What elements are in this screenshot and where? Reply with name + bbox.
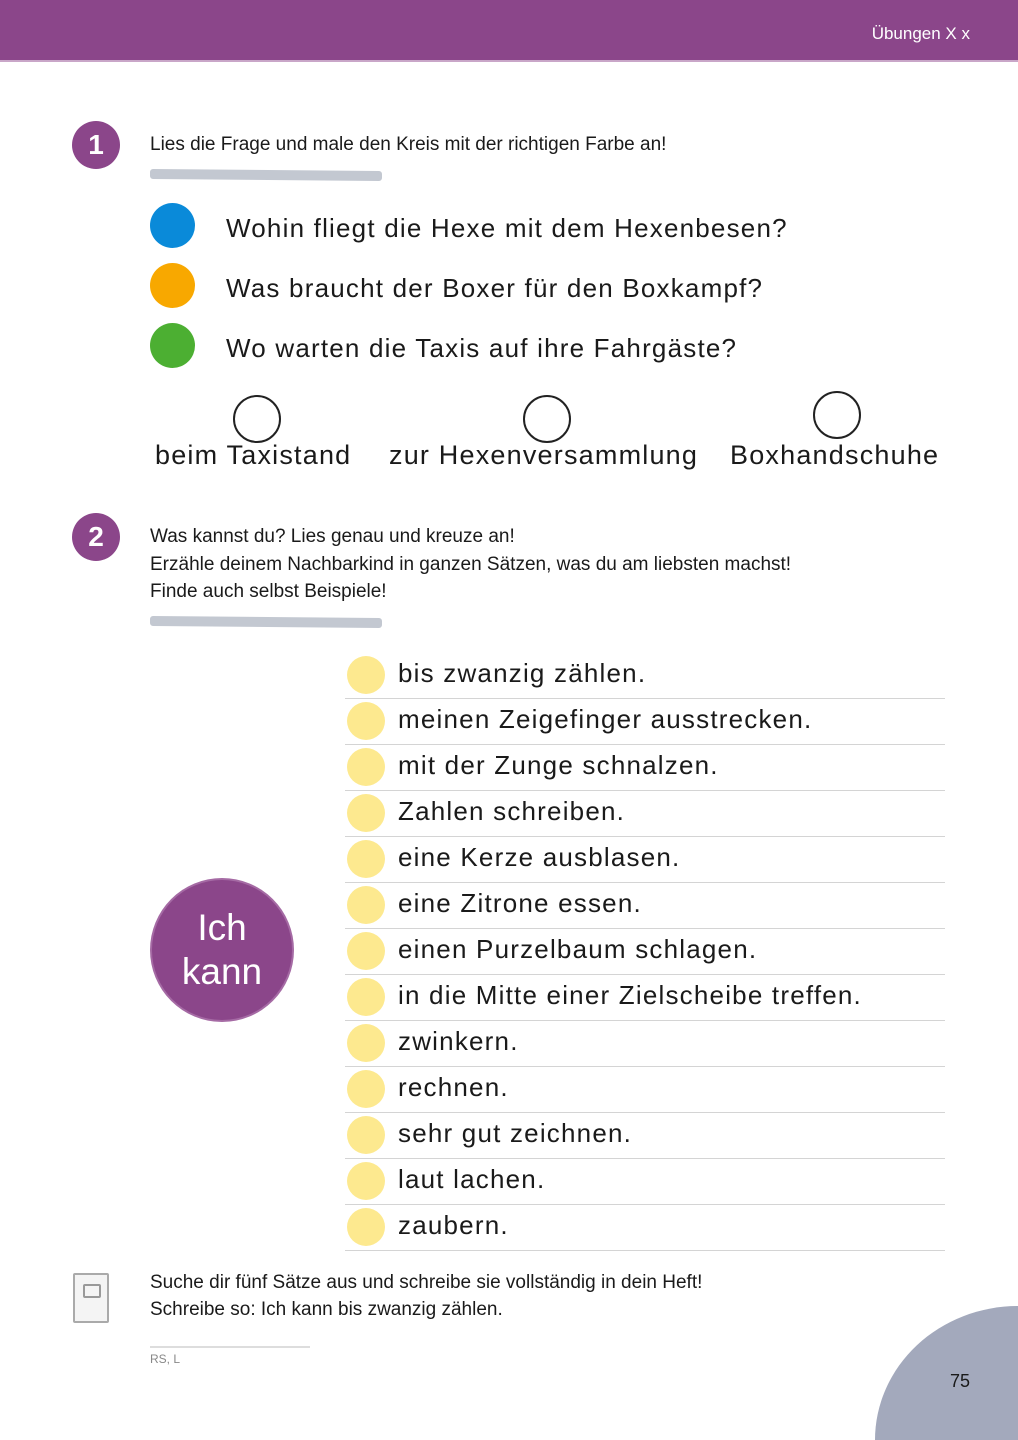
answer-circle[interactable] xyxy=(523,395,571,443)
checkbox-circle[interactable] xyxy=(347,794,385,832)
corner-decoration xyxy=(875,1306,1018,1440)
checkbox-circle[interactable] xyxy=(347,1162,385,1200)
checkbox-circle[interactable] xyxy=(347,748,385,786)
checklist-item: bis zwanzig zählen. xyxy=(345,652,945,699)
checkbox-circle[interactable] xyxy=(347,978,385,1016)
task3-line: Suche dir fünf Sätze aus und schreibe si… xyxy=(150,1272,703,1293)
checkbox-circle[interactable] xyxy=(347,932,385,970)
checklist-item: Zahlen schreiben. xyxy=(345,790,945,837)
page-number: 75 xyxy=(950,1371,971,1391)
checkbox-circle[interactable] xyxy=(347,1116,385,1154)
brush-stroke xyxy=(150,615,382,629)
color-dot-orange xyxy=(150,263,195,308)
checklist-item: laut lachen. xyxy=(345,1158,945,1205)
item-text: zwinkern. xyxy=(398,1026,519,1056)
item-text: eine Kerze ausblasen. xyxy=(398,842,681,872)
checkbox-circle[interactable] xyxy=(347,702,385,740)
color-dot-green xyxy=(150,323,195,368)
checklist-item: eine Kerze ausblasen. xyxy=(345,836,945,883)
brush-stroke xyxy=(150,168,382,182)
task2-instruction: Finde auch selbst Beispiele! xyxy=(150,581,387,602)
checklist-item: mit der Zunge schnalzen. xyxy=(345,744,945,791)
checklist-item: rechnen. xyxy=(345,1066,945,1113)
badge-line: Ich xyxy=(197,907,247,948)
notebook-icon xyxy=(73,1273,109,1323)
item-text: sehr gut zeichnen. xyxy=(398,1118,633,1148)
task2-instruction: Was kannst du? Lies genau und kreuze an! xyxy=(150,526,515,547)
item-text: einen Purzelbaum schlagen. xyxy=(398,934,758,964)
item-text: mit der Zunge schnalzen. xyxy=(398,750,719,780)
checklist-item: zaubern. xyxy=(345,1204,945,1251)
checkbox-circle[interactable] xyxy=(347,1024,385,1062)
item-text: rechnen. xyxy=(398,1072,509,1102)
badge-line: kann xyxy=(181,951,263,992)
answer-label: beim Taxistand xyxy=(155,440,352,470)
question: Wohin fliegt die Hexe mit dem Hexenbesen… xyxy=(226,213,788,243)
item-text: in die Mitte einer Zielscheibe treffen. xyxy=(398,980,862,1010)
color-dot-blue xyxy=(150,203,195,248)
task3-line: Schreibe so: Ich kann bis zwanzig zählen… xyxy=(150,1299,503,1320)
checklist-item: eine Zitrone essen. xyxy=(345,882,945,929)
header-bar: Übungen X x xyxy=(0,0,1018,62)
answer-label: Boxhandschuhe xyxy=(730,440,940,470)
footer-code: RS, L xyxy=(150,1352,181,1366)
item-text: eine Zitrone essen. xyxy=(398,888,642,918)
footer-divider xyxy=(150,1346,310,1348)
item-text: laut lachen. xyxy=(398,1164,546,1194)
task1-instruction: Lies die Frage und male den Kreis mit de… xyxy=(150,134,667,155)
task2-instruction: Erzähle deinem Nachbarkind in ganzen Sät… xyxy=(150,554,792,575)
item-text: meinen Zeigefinger ausstrecken. xyxy=(398,704,813,734)
item-text: Zahlen schreiben. xyxy=(398,796,626,826)
answer-circle[interactable] xyxy=(813,391,861,439)
checklist-item: meinen Zeigefinger ausstrecken. xyxy=(345,698,945,745)
checkbox-circle[interactable] xyxy=(347,1208,385,1246)
checkbox-circle[interactable] xyxy=(347,656,385,694)
ich-kann-badge: Ich kann xyxy=(152,880,292,1020)
checkbox-circle[interactable] xyxy=(347,1070,385,1108)
question: Was braucht der Boxer für den Boxkampf? xyxy=(226,273,764,303)
answer-circle[interactable] xyxy=(233,395,281,443)
checkbox-circle[interactable] xyxy=(347,886,385,924)
checklist-item: zwinkern. xyxy=(345,1020,945,1067)
item-text: bis zwanzig zählen. xyxy=(398,658,647,688)
checkbox-circle[interactable] xyxy=(347,840,385,878)
task-number-2: 2 xyxy=(72,513,120,561)
checklist-item: einen Purzelbaum schlagen. xyxy=(345,928,945,975)
checklist-item: sehr gut zeichnen. xyxy=(345,1112,945,1159)
task-number-1: 1 xyxy=(72,121,120,169)
answer-label: zur Hexenversammlung xyxy=(389,440,699,470)
checklist-item: in die Mitte einer Zielscheibe treffen. xyxy=(345,974,945,1021)
item-text: zaubern. xyxy=(398,1210,509,1240)
header-title: Übungen X x xyxy=(871,24,970,43)
question: Wo warten die Taxis auf ihre Fahrgäste? xyxy=(226,333,738,363)
